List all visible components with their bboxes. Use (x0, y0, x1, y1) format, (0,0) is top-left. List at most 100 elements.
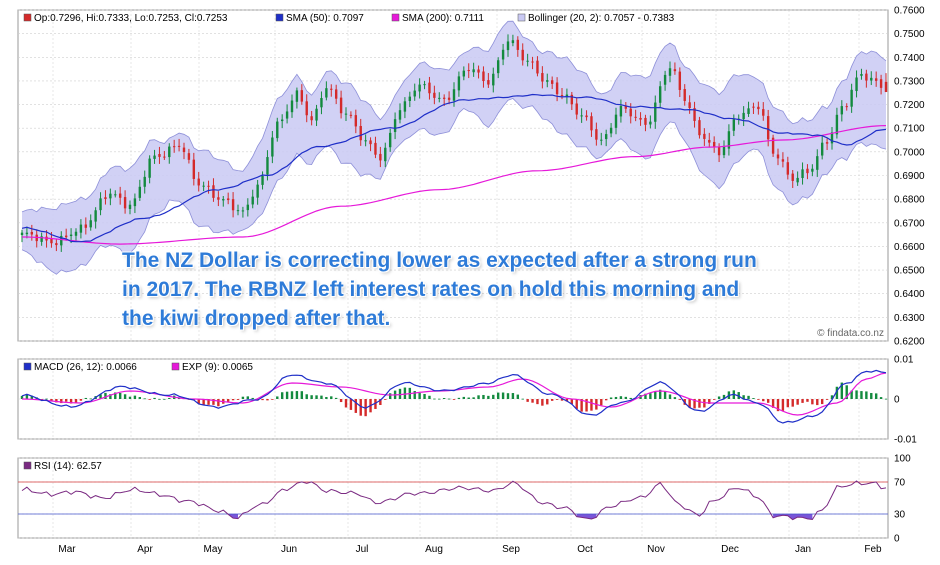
candle-body (50, 238, 53, 244)
candle-body (334, 89, 338, 99)
macd-histogram-bar (290, 391, 294, 399)
candle-body (276, 121, 279, 139)
macd-histogram-bar (482, 394, 485, 399)
candle-body (109, 193, 112, 199)
candle (25, 226, 29, 239)
candle-body (649, 121, 652, 125)
macd-histogram-bar (791, 399, 794, 407)
macd-histogram-bar (60, 399, 63, 404)
candle-body (148, 158, 151, 178)
candle-body (177, 145, 181, 147)
candle (649, 115, 652, 129)
candle (683, 84, 686, 106)
candle-body (295, 90, 299, 102)
month-tick-label: Nov (647, 544, 665, 555)
candle-body (114, 194, 117, 196)
candle-body (40, 236, 43, 242)
price-tick-label: 0.7400 (894, 53, 925, 64)
candle (364, 134, 367, 147)
candle-body (555, 82, 559, 95)
candle (663, 70, 667, 91)
candle (712, 136, 716, 153)
candle (870, 71, 873, 86)
candle-body (717, 146, 721, 156)
price-tick-label: 0.6900 (894, 171, 925, 182)
macd-histogram-bar (762, 399, 765, 402)
candle (644, 114, 647, 132)
candle-body (865, 73, 868, 81)
candle-body (433, 92, 436, 98)
macd-histogram-bar (266, 399, 269, 401)
candle-body (393, 119, 397, 133)
candle (467, 63, 470, 79)
month-tick-label: Apr (137, 544, 153, 555)
candle-body (850, 89, 853, 107)
candle (359, 118, 362, 146)
candle-body (128, 204, 132, 209)
candle (575, 97, 578, 120)
candle (433, 85, 436, 105)
macd-histogram-bar (462, 396, 466, 399)
commentary-line-3: the kiwi dropped after that. (122, 307, 391, 330)
macd-legend: MACD (26, 12): 0.0066 EXP (9): 0.0065 (23, 362, 253, 373)
macd-histogram-bar (688, 399, 691, 408)
macd-histogram-bar (310, 395, 313, 399)
candle-body (447, 97, 451, 100)
candle-body (79, 224, 83, 233)
candle-body (158, 154, 161, 157)
candle (334, 84, 338, 105)
candle (526, 53, 529, 67)
candle (496, 57, 500, 79)
candle-body (575, 103, 578, 115)
macd-histogram-bar (251, 397, 254, 399)
candle (732, 114, 736, 137)
candle-body (438, 97, 441, 99)
macd-histogram-bar (74, 399, 78, 403)
macd-histogram-bar (796, 399, 799, 405)
candle (801, 162, 804, 185)
candle (114, 190, 117, 198)
candle (747, 101, 750, 117)
candle (40, 232, 43, 246)
rsi-oversold-fill (576, 514, 597, 519)
candle-body (413, 90, 416, 97)
macd-histogram-bar (379, 399, 382, 405)
candle-body (118, 193, 122, 198)
macd-histogram-bar (285, 391, 289, 399)
candle-body (192, 159, 196, 179)
macd-histogram-bar (158, 398, 161, 400)
candle-body (212, 185, 215, 198)
macd-histogram-bar (693, 399, 696, 409)
candle (123, 190, 127, 214)
macd-histogram-bar (246, 396, 250, 399)
macd-histogram-bar (349, 399, 353, 410)
candle (222, 195, 225, 207)
candle (168, 143, 171, 164)
candle-body (217, 197, 220, 200)
candle-body (452, 89, 456, 101)
rsi-panel-frame (17, 457, 889, 539)
candle (207, 180, 210, 194)
candle-body (123, 197, 127, 209)
macd-histogram-bar (570, 399, 574, 405)
macd-histogram-bar (668, 394, 672, 399)
candle (585, 110, 588, 121)
candle-body (457, 76, 461, 91)
candle-body (580, 115, 583, 117)
candle (143, 170, 146, 194)
macd-histogram-bar (84, 397, 88, 399)
candle-body (771, 137, 775, 154)
macd-histogram-bar (477, 395, 480, 399)
candle-body (703, 133, 706, 139)
candle (172, 139, 176, 153)
candle (477, 65, 480, 79)
macd-histogram-bar (590, 399, 593, 411)
candle-body (604, 134, 608, 140)
macd-tick-label: -0.01 (894, 435, 917, 446)
macd-histogram-bar (388, 393, 392, 399)
month-tick-label: Sep (502, 544, 520, 555)
candle (99, 192, 102, 216)
commentary-overlay: The NZ Dollar is correcting lower as exp… (122, 246, 882, 333)
candle (104, 190, 107, 205)
candle (217, 191, 220, 207)
